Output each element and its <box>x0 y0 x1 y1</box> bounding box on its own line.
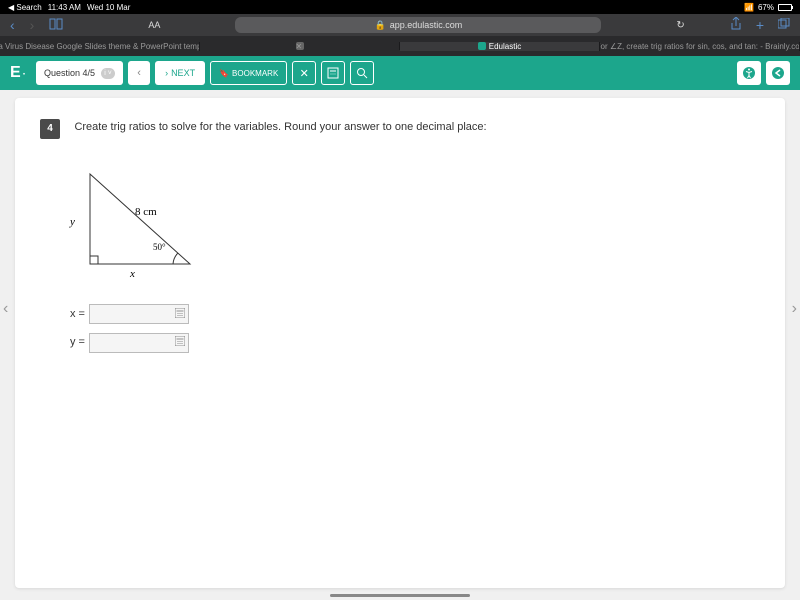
magnifier-tool-button[interactable] <box>350 61 374 85</box>
next-question-button[interactable]: › NEXT <box>155 61 205 85</box>
question-number-badge: 4 <box>40 119 60 139</box>
edulastic-logo[interactable]: E· <box>10 64 26 82</box>
calculator-icon[interactable] <box>173 306 187 320</box>
next-label: NEXT <box>171 68 195 78</box>
text-size-button[interactable]: AA <box>148 20 160 30</box>
tab-zika-slides[interactable]: Zika Virus Disease Google Slides theme &… <box>0 42 200 51</box>
question-selector[interactable]: Question 4/5 i ˅ <box>36 61 123 85</box>
tab-label: Edulastic <box>489 42 521 51</box>
y-side-label: y <box>70 216 75 228</box>
info-badge: i ˅ <box>101 68 115 79</box>
home-indicator[interactable] <box>330 594 470 597</box>
battery-icon <box>778 4 792 11</box>
lock-icon: 🔒 <box>375 20 386 31</box>
y-input-row: y = <box>70 332 760 353</box>
browser-toolbar: ‹ › AA 🔒 app.edulastic.com ↻ + <box>0 14 800 36</box>
triangle-diagram: 8 cm 50° y x <box>75 164 215 284</box>
tab-label: For ∠Z, create trig ratios for sin, cos,… <box>600 42 800 51</box>
url-bar[interactable]: 🔒 app.edulastic.com <box>235 17 601 33</box>
browser-tabs-bar: Zika Virus Disease Google Slides theme &… <box>0 36 800 56</box>
calculator-icon[interactable] <box>173 334 187 348</box>
page-prev-button[interactable]: ‹ <box>3 300 8 318</box>
back-to-search[interactable]: ◀ Search <box>8 3 42 12</box>
wifi-icon: 📶 <box>744 3 754 12</box>
battery-percent: 67% <box>758 3 774 12</box>
question-content: 4 Create trig ratios to solve for the va… <box>15 98 785 588</box>
x-input-row: x = <box>70 304 760 325</box>
x-input-label: x = <box>70 308 85 320</box>
new-tab-button[interactable]: + <box>756 17 764 34</box>
submit-button[interactable] <box>766 61 790 85</box>
bookmark-icon: 🔖 <box>219 69 229 78</box>
accessibility-button[interactable] <box>737 61 761 85</box>
bookmarks-icon[interactable] <box>49 18 63 33</box>
tab-brainly[interactable]: For ∠Z, create trig ratios for sin, cos,… <box>600 42 800 51</box>
tab-edulastic[interactable]: Edulastic <box>400 42 600 51</box>
tabs-button[interactable] <box>778 17 790 34</box>
bookmark-button[interactable]: 🔖 BOOKMARK <box>210 61 287 85</box>
hypotenuse-label: 8 cm <box>135 206 157 218</box>
browser-forward-button[interactable]: › <box>30 17 35 33</box>
share-button[interactable] <box>730 17 742 34</box>
tab-blank[interactable]: ✕ <box>200 42 400 50</box>
x-side-label: x <box>130 268 135 280</box>
prev-question-button[interactable]: ‹ <box>128 61 150 85</box>
bookmark-label: BOOKMARK <box>232 69 278 78</box>
page-next-button[interactable]: › <box>792 300 797 318</box>
status-date: Wed 10 Mar <box>87 3 130 12</box>
calculator-tool-button[interactable] <box>321 61 345 85</box>
edulastic-header: E· Question 4/5 i ˅ ‹ › NEXT 🔖 BOOKMARK … <box>0 56 800 90</box>
url-text: app.edulastic.com <box>390 20 463 30</box>
close-icon: ✕ <box>296 42 304 50</box>
question-text: Create trig ratios to solve for the vari… <box>74 121 486 133</box>
y-input-label: y = <box>70 336 85 348</box>
tab-icon <box>478 42 486 50</box>
refresh-button[interactable]: ↻ <box>676 20 684 31</box>
chevron-right-icon: › <box>165 68 168 78</box>
status-time: 11:43 AM <box>48 3 81 12</box>
ios-status-bar: ◀ Search 11:43 AM Wed 10 Mar 📶 67% <box>0 0 800 14</box>
close-tool-button[interactable]: ✕ <box>292 61 316 85</box>
tab-label: Zika Virus Disease Google Slides theme &… <box>0 42 200 51</box>
browser-back-button[interactable]: ‹ <box>10 17 15 33</box>
question-label: Question 4/5 <box>44 68 95 78</box>
angle-label: 50° <box>153 242 166 252</box>
